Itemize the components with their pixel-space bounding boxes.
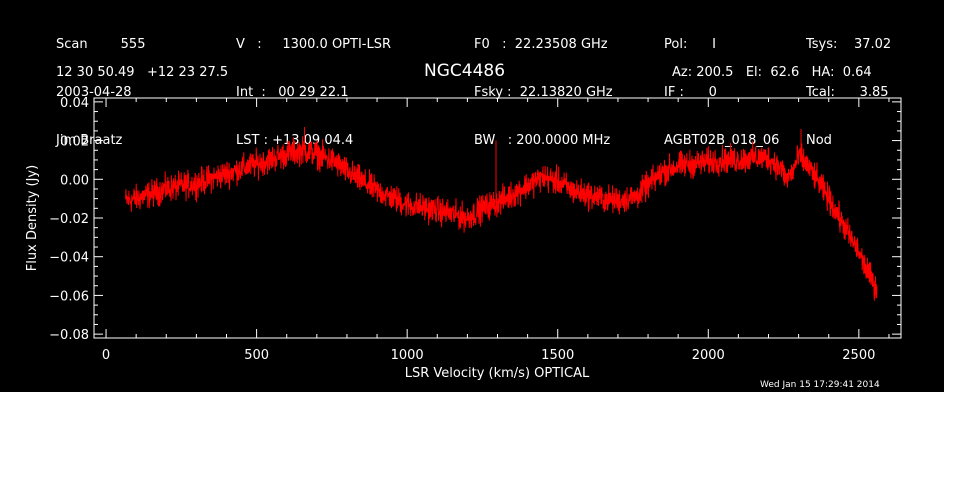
switching-mode: Nod <box>806 133 832 148</box>
scan-number: Scan 555 <box>56 37 146 52</box>
sky-frequency: Fsky : 22.13820 GHz <box>474 85 613 100</box>
bandwidth: BW : 200.0000 MHz <box>474 133 611 148</box>
y-tick-label: −0.08 <box>49 328 89 343</box>
spectrum-series-line <box>125 136 878 301</box>
x-axis-label: LSR Velocity (km/s) OPTICAL <box>405 366 590 381</box>
y-tick-label: −0.06 <box>49 289 89 304</box>
x-tick-label: 1500 <box>541 348 574 363</box>
project-id: AGBT02B_018_06 <box>664 133 780 148</box>
x-tick-label: 2000 <box>692 348 725 363</box>
tcal-value: Tcal: 3.85 <box>806 85 889 100</box>
y-tick-label: −0.04 <box>49 251 89 266</box>
header-col-tsys: Tsys: 37.02 Tcal: 3.85 Nod <box>806 5 891 181</box>
x-tick-label: 1000 <box>391 348 424 363</box>
header-col-polarization: Pol: I IF : 0 AGBT02B_018_06 <box>664 5 779 181</box>
polarization: Pol: I <box>664 37 716 52</box>
spectrum-plot-panel: Scan 555 2003-04-28 Jim Braatz V : 1300.… <box>0 0 944 392</box>
observation-date: 2003-04-28 <box>56 85 132 100</box>
header-col-scan: Scan 555 2003-04-28 Jim Braatz <box>56 5 145 181</box>
x-tick-label: 500 <box>244 348 269 363</box>
rest-frequency: F0 : 22.23508 GHz <box>474 37 608 52</box>
source-name: NGC4486 <box>424 61 506 81</box>
integration-time: Int : 00 29 22.1 <box>236 85 349 100</box>
y-tick-label: −0.02 <box>49 212 89 227</box>
x-tick-label: 0 <box>102 348 110 363</box>
y-tick-label: 0.02 <box>60 135 89 150</box>
if-number: IF : 0 <box>664 85 717 100</box>
plot-frame <box>93 97 902 339</box>
y-tick-label: 0.04 <box>60 96 89 111</box>
source-coordinates: 12 30 50.49 +12 23 27.5 <box>56 65 229 80</box>
velocity-value: V : 1300.0 OPTI-LSR <box>236 37 392 52</box>
tsys-value: Tsys: 37.02 <box>806 37 892 52</box>
az-el-ha: Az: 200.5 El: 62.6 HA: 0.64 <box>672 65 872 80</box>
y-axis-label: Flux Density (Jy) <box>25 165 40 271</box>
y-tick-label: 0.00 <box>60 173 89 188</box>
plot-timestamp: Wed Jan 15 17:29:41 2014 <box>760 380 880 390</box>
x-tick-label: 2500 <box>842 348 875 363</box>
spectrum-chart: 0 500 1000 1500 2000 2500 0.04 0.02 0.00 −0.02 −0… <box>25 96 902 381</box>
header-col-frequency: F0 : 22.23508 GHz Fsky : 22.13820 GHz BW… <box>474 5 613 181</box>
